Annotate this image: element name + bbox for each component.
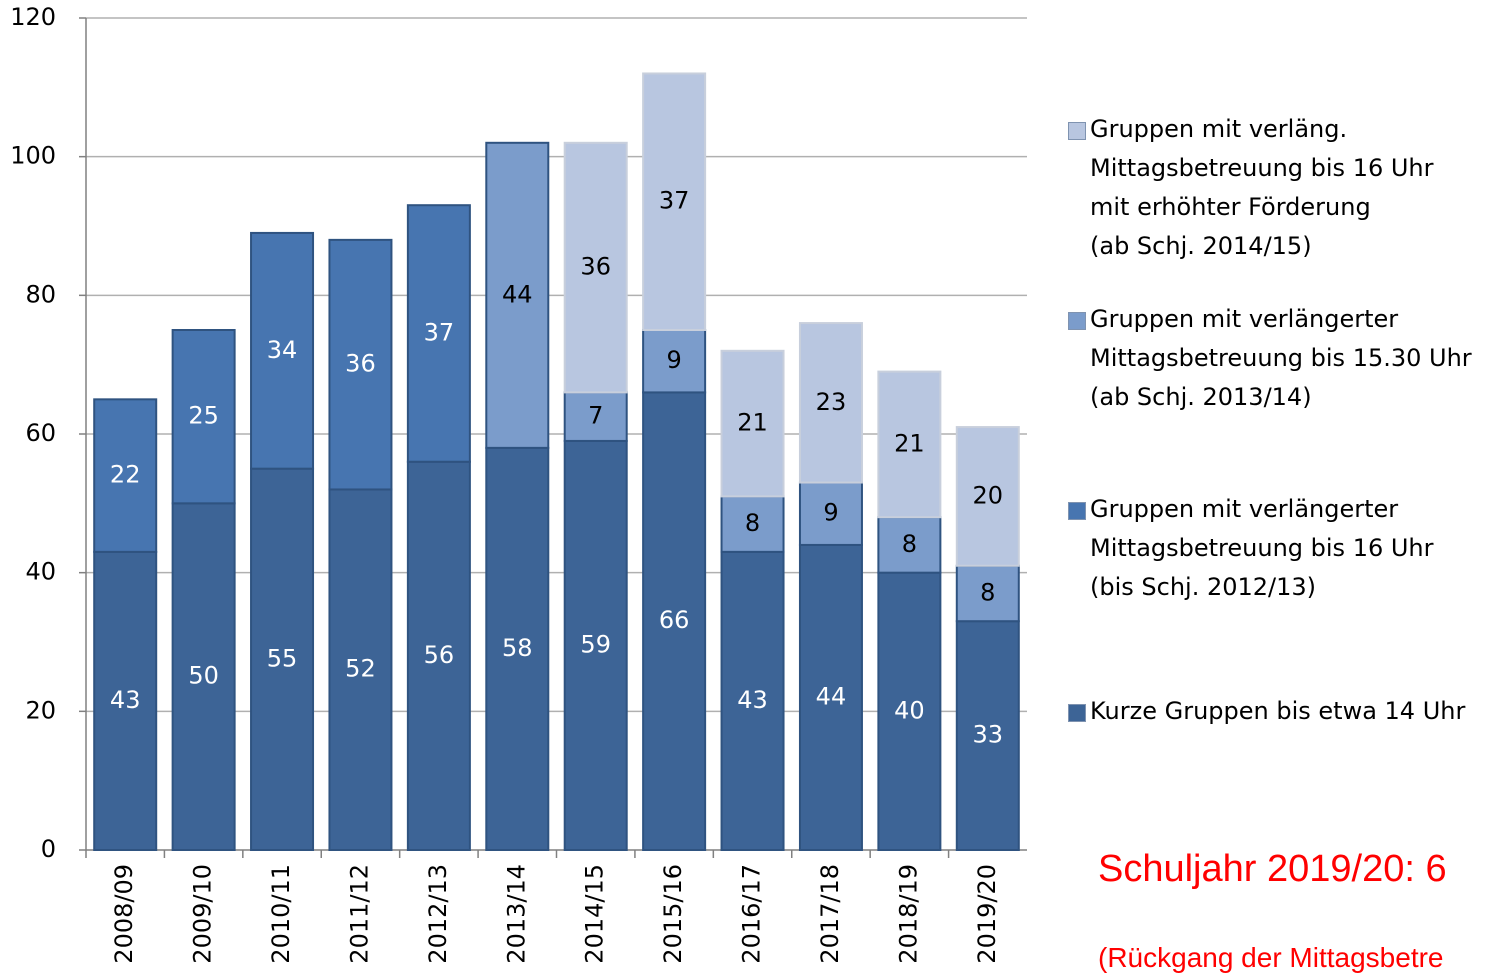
data-label: 44 — [816, 682, 847, 710]
legend-label: Gruppen mit verläng. Mittagsbetreuung bi… — [1090, 115, 1434, 260]
data-label: 33 — [973, 721, 1004, 749]
data-label: 36 — [345, 350, 376, 378]
data-label: 43 — [110, 686, 141, 714]
x-tick-label: 2010/11 — [267, 864, 295, 964]
bar-segment — [955, 620, 1020, 852]
x-tick-label: 2016/17 — [738, 864, 766, 964]
bar-segment — [955, 426, 1020, 567]
data-label: 58 — [502, 634, 533, 662]
bar-segment — [563, 141, 628, 394]
x-tick-label: 2015/16 — [659, 864, 687, 964]
bar-segment — [877, 370, 942, 519]
data-label: 37 — [659, 187, 690, 215]
bar-segment — [406, 204, 471, 463]
legend-label: Gruppen mit verlängerter Mittagsbetreuun… — [1090, 495, 1434, 601]
bar-segment — [720, 495, 785, 553]
y-tick-label: 20 — [25, 696, 56, 724]
x-tick-label: 2009/10 — [189, 864, 217, 964]
x-tick-label: 2011/12 — [345, 864, 373, 964]
legend-swatch — [1068, 122, 1086, 140]
bar-segment — [93, 550, 158, 851]
data-label: 36 — [580, 253, 611, 281]
x-tick-label: 2013/14 — [502, 864, 530, 964]
data-label: 21 — [737, 409, 768, 437]
bar-segment — [250, 231, 315, 470]
x-tick-label: 2018/19 — [894, 864, 922, 964]
y-tick-label: 40 — [25, 558, 56, 586]
x-tick-label: 2014/15 — [581, 864, 609, 964]
data-label: 9 — [666, 346, 681, 374]
data-label: 8 — [902, 530, 917, 558]
data-label: 20 — [973, 481, 1004, 509]
y-tick-label: 80 — [25, 280, 56, 308]
data-label: 59 — [580, 630, 611, 658]
y-tick-label: 120 — [10, 3, 56, 31]
y-tick-label: 100 — [10, 142, 56, 170]
y-tick-label: 60 — [25, 419, 56, 447]
data-label: 21 — [894, 429, 925, 457]
bar-segment — [563, 391, 628, 442]
data-label: 56 — [424, 641, 455, 669]
bar-segment — [877, 571, 942, 852]
data-label: 23 — [816, 388, 847, 416]
data-label: 44 — [502, 280, 533, 308]
bar-segment — [563, 439, 628, 851]
bar-segment — [877, 516, 942, 574]
data-label: 66 — [659, 606, 690, 634]
x-tick-label: 2019/20 — [973, 864, 1001, 964]
data-label: 9 — [823, 499, 838, 527]
bar-segment — [642, 72, 707, 331]
bar-segment — [720, 550, 785, 851]
x-tick-label: 2017/18 — [816, 864, 844, 964]
data-label: 37 — [424, 318, 455, 346]
data-label: 52 — [345, 655, 376, 683]
data-label: 34 — [267, 336, 298, 364]
bar-segment — [171, 502, 236, 851]
bar-segment — [642, 329, 707, 394]
data-label: 8 — [745, 509, 760, 537]
data-label: 8 — [980, 578, 995, 606]
data-label: 25 — [188, 402, 219, 430]
data-label: 50 — [188, 662, 219, 690]
bar-segment — [955, 564, 1020, 623]
data-label: 43 — [737, 686, 768, 714]
data-label: 55 — [267, 644, 298, 672]
data-label: 7 — [588, 402, 603, 430]
data-label: 22 — [110, 461, 141, 489]
legend-swatch — [1068, 312, 1086, 330]
bar-segment — [328, 238, 393, 491]
bar-segment — [485, 141, 550, 449]
bar-segment — [642, 391, 707, 851]
bar-segment — [171, 329, 236, 505]
annotation: (Rückgang der Mittagsbetre — [1098, 942, 1444, 973]
bar-segment — [798, 322, 863, 484]
x-tick-label: 2008/09 — [110, 864, 138, 964]
bar-segment — [406, 460, 471, 851]
legend-label: Kurze Gruppen bis etwa 14 Uhr — [1090, 697, 1466, 725]
bar-segment — [485, 446, 550, 851]
legend-swatch — [1068, 704, 1086, 722]
y-tick-label: 0 — [41, 835, 56, 863]
bar-segment — [93, 398, 158, 553]
data-label: 40 — [894, 696, 925, 724]
x-tick-label: 2012/13 — [424, 864, 452, 964]
annotation: Schuljahr 2019/20: 6 — [1098, 848, 1447, 890]
bar-segment — [720, 349, 785, 498]
bar-segment — [798, 481, 863, 546]
bar-segment — [328, 488, 393, 851]
legend-label: Gruppen mit verlängerter Mittagsbetreuun… — [1090, 305, 1472, 411]
legend-swatch — [1068, 502, 1086, 520]
bar-segment — [250, 467, 315, 851]
